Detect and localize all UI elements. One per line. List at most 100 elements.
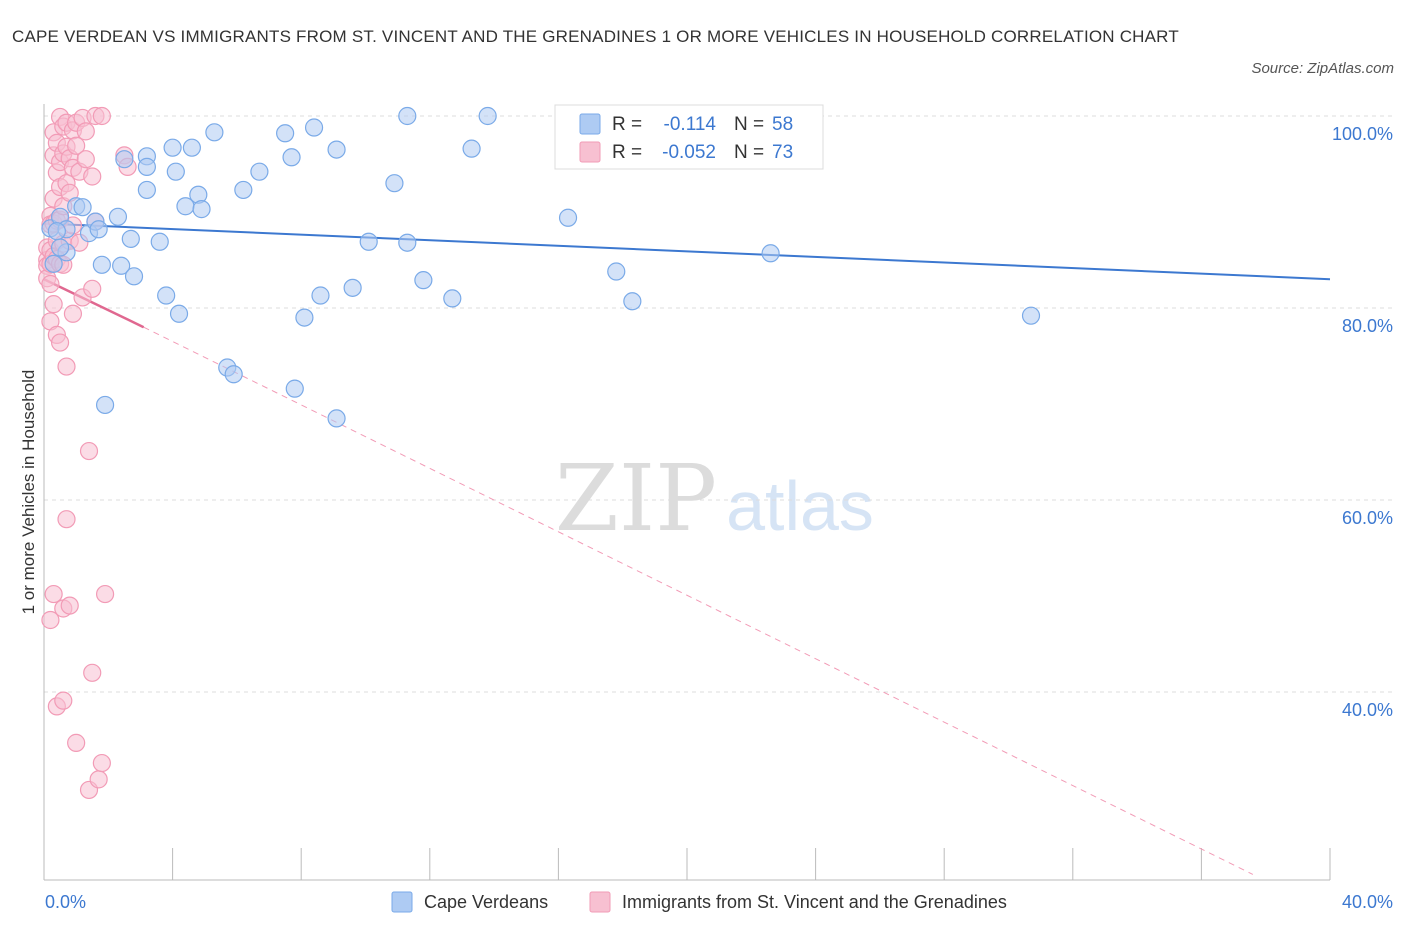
- point-cape-verdean: [761, 244, 780, 263]
- x-tick-label-right: 40.0%: [1342, 892, 1393, 912]
- point-cape-verdean: [92, 255, 111, 274]
- point-cape-verdean: [327, 409, 346, 428]
- watermark-atlas: atlas: [726, 467, 874, 545]
- point-cape-verdean: [224, 365, 243, 384]
- point-st-vincent: [57, 510, 76, 529]
- point-cape-verdean: [295, 308, 314, 327]
- point-cape-verdean: [343, 278, 362, 297]
- point-cape-verdean: [121, 229, 140, 248]
- point-cape-verdean: [205, 123, 224, 142]
- point-cape-verdean: [192, 200, 211, 219]
- point-cape-verdean: [157, 286, 176, 305]
- point-cape-verdean: [558, 208, 578, 227]
- point-st-vincent: [83, 663, 102, 682]
- point-st-vincent: [76, 150, 95, 169]
- point-st-vincent: [60, 596, 79, 615]
- y-axis-label: 1 or more Vehicles in Household: [19, 370, 38, 615]
- point-cape-verdean: [478, 106, 497, 126]
- point-st-vincent: [41, 274, 60, 294]
- trend-line-st-vincent-extension: [143, 326, 1254, 875]
- point-st-vincent: [92, 106, 111, 126]
- point-cape-verdean: [166, 162, 185, 181]
- point-cape-verdean: [398, 106, 417, 126]
- point-st-vincent: [44, 295, 63, 314]
- stats-swatch-blue: [579, 113, 601, 135]
- point-cape-verdean: [44, 254, 63, 273]
- y-tick-label: 100.0%: [1332, 124, 1393, 144]
- point-cape-verdean: [311, 286, 330, 305]
- point-cape-verdean: [359, 232, 378, 251]
- point-cape-verdean: [623, 292, 642, 311]
- point-st-vincent: [57, 357, 76, 376]
- series-legend: Cape Verdeans Immigrants from St. Vincen…: [391, 891, 1007, 913]
- y-tick-label: 40.0%: [1342, 700, 1393, 720]
- point-cape-verdean: [73, 198, 92, 217]
- point-st-vincent: [89, 770, 108, 789]
- stats-r-value-2: -0.052: [662, 142, 716, 163]
- legend-swatch-st-vincent: [589, 891, 611, 913]
- point-cape-verdean: [89, 220, 108, 239]
- trend-line-cape-verdeans: [43, 222, 1331, 281]
- point-cape-verdean: [250, 162, 269, 181]
- y-tick-label: 60.0%: [1342, 508, 1393, 528]
- point-cape-verdean: [414, 271, 433, 290]
- point-cape-verdean: [124, 267, 144, 286]
- grid: [44, 115, 1393, 693]
- x-tick-label-left: 0.0%: [45, 892, 86, 912]
- point-st-vincent: [95, 584, 115, 604]
- point-st-vincent: [83, 167, 102, 186]
- point-st-vincent: [50, 333, 70, 352]
- point-cape-verdean: [276, 124, 295, 143]
- stats-r-value-1: -0.114: [664, 114, 717, 135]
- chart-title: CAPE VERDEAN VS IMMIGRANTS FROM ST. VINC…: [12, 27, 1179, 46]
- point-st-vincent: [54, 691, 73, 710]
- legend-label-st-vincent: Immigrants from St. Vincent and the Gren…: [622, 892, 1007, 912]
- stats-n-label-1: N =: [734, 114, 764, 135]
- point-cape-verdean: [282, 148, 301, 167]
- point-cape-verdean: [398, 233, 417, 252]
- point-cape-verdean: [150, 232, 169, 251]
- point-st-vincent: [44, 584, 63, 604]
- axes: 100.0% 80.0% 60.0% 40.0%: [43, 104, 1393, 881]
- point-st-vincent: [79, 441, 99, 461]
- point-st-vincent: [67, 733, 86, 752]
- point-cape-verdean: [607, 262, 626, 281]
- point-st-vincent: [41, 610, 60, 630]
- point-cape-verdean: [462, 139, 481, 158]
- stats-r-label-1: R =: [612, 114, 642, 135]
- point-cape-verdean: [47, 222, 66, 241]
- stats-n-value-2: 73: [772, 142, 793, 163]
- point-cape-verdean: [385, 174, 404, 193]
- legend-swatch-cape-verdeans: [391, 891, 413, 913]
- y-tick-label: 80.0%: [1342, 316, 1393, 336]
- point-cape-verdean: [112, 256, 131, 275]
- point-cape-verdean: [137, 157, 156, 176]
- point-cape-verdean: [285, 379, 304, 398]
- point-cape-verdean: [182, 138, 201, 157]
- point-st-vincent: [67, 136, 86, 155]
- watermark-zip: ZIP: [555, 445, 717, 552]
- point-cape-verdean: [163, 138, 182, 157]
- point-cape-verdean: [95, 395, 115, 415]
- stats-r-label-2: R =: [612, 142, 642, 163]
- point-cape-verdean: [234, 180, 253, 200]
- point-cape-verdean: [50, 238, 70, 257]
- point-st-vincent: [83, 279, 102, 298]
- data-points: [38, 106, 1041, 800]
- source-label: Source: ZipAtlas.com: [1251, 60, 1394, 77]
- point-cape-verdean: [327, 140, 346, 159]
- stats-legend: R = -0.114 N = 58 R = -0.052 N = 73: [554, 104, 824, 170]
- point-cape-verdean: [108, 207, 128, 226]
- point-cape-verdean: [115, 150, 134, 169]
- point-st-vincent: [63, 304, 83, 323]
- stats-swatch-pink: [579, 141, 601, 163]
- point-cape-verdean: [443, 289, 462, 308]
- point-cape-verdean: [137, 180, 156, 200]
- trend-line-st-vincent: [43, 278, 145, 329]
- point-cape-verdean: [1021, 306, 1041, 325]
- point-cape-verdean: [169, 304, 189, 323]
- stats-n-value-1: 58: [772, 114, 793, 135]
- legend-label-cape-verdeans: Cape Verdeans: [424, 892, 548, 912]
- trend-lines: [43, 222, 1331, 875]
